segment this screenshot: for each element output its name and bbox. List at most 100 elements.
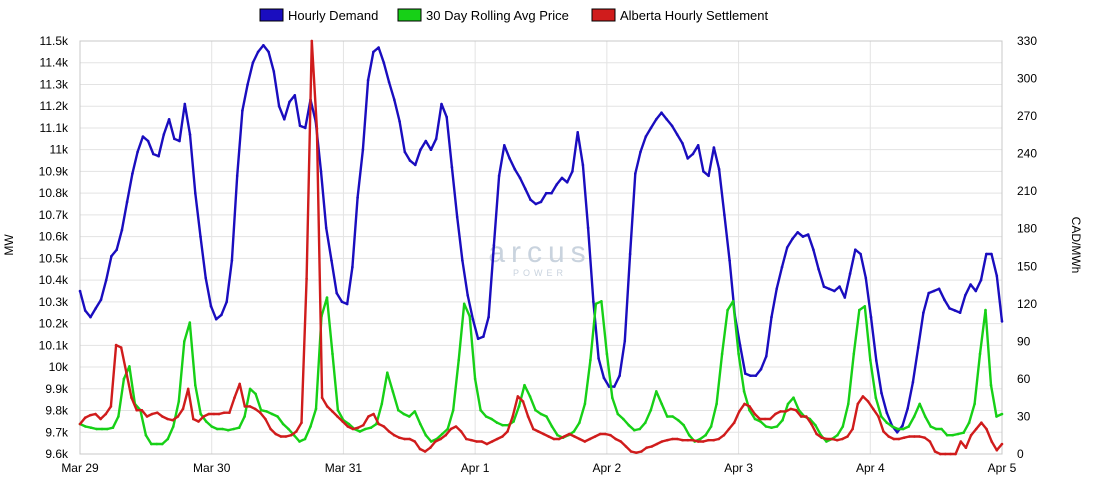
data-point: [506, 430, 509, 433]
data-point: [812, 248, 815, 251]
data-point: [895, 431, 899, 434]
data-point: [655, 442, 659, 446]
data-point: [246, 83, 249, 86]
data-point: [377, 46, 380, 49]
data-point: [532, 427, 535, 431]
data-point: [945, 433, 949, 437]
data-point: [932, 289, 936, 293]
x-tick-label: Mar 31: [325, 461, 363, 475]
data-point: [923, 415, 927, 418]
data-point: [194, 191, 197, 195]
data-point: [682, 423, 685, 427]
data-point: [351, 265, 354, 269]
data-point: [817, 267, 820, 271]
x-tick-label: Mar 29: [61, 461, 99, 475]
x-tick-label: Apr 3: [724, 461, 753, 475]
data-point: [492, 244, 496, 247]
data-point: [913, 435, 916, 438]
data-point: [473, 377, 477, 381]
data-point: [629, 450, 633, 453]
data-point: [325, 296, 329, 299]
legend-item-settlement[interactable]: Alberta Hourly Settlement: [591, 8, 769, 23]
data-point: [1000, 442, 1004, 446]
data-point: [418, 447, 422, 451]
data-point: [310, 39, 314, 43]
data-point: [424, 433, 428, 437]
data-point: [199, 412, 202, 416]
data-point: [230, 259, 234, 262]
y-left-tick-label: 9.9k: [45, 382, 69, 396]
x-tick-label: Apr 2: [593, 461, 622, 475]
data-point: [583, 440, 587, 443]
data-point: [125, 371, 128, 375]
data-point: [141, 135, 145, 138]
data-point: [377, 422, 381, 426]
data-point: [825, 440, 828, 443]
y-left-tick-label: 10.6k: [39, 230, 69, 244]
series-line-rolling-avg: [79, 296, 1003, 446]
data-point: [753, 417, 757, 421]
data-point: [644, 135, 648, 138]
data-point: [902, 436, 906, 440]
legend-item-rolling-avg[interactable]: 30 Day Rolling Avg Price: [397, 8, 569, 23]
data-point: [83, 416, 87, 420]
data-point: [122, 377, 126, 381]
data-point: [470, 438, 473, 442]
legend: Hourly Demand 30 Day Rolling Avg Price A…: [259, 8, 769, 23]
data-point: [578, 421, 581, 425]
data-point: [801, 235, 805, 238]
legend-swatch-demand: [259, 8, 284, 22]
data-point: [83, 309, 87, 312]
data-point: [99, 298, 103, 302]
data-point: [861, 395, 865, 398]
data-point: [516, 395, 520, 398]
data-point: [671, 437, 674, 441]
data-point: [497, 174, 501, 178]
data-point: [295, 430, 298, 433]
data-point: [391, 390, 395, 393]
data-point: [331, 410, 334, 413]
data-point: [743, 402, 746, 406]
data-point: [225, 300, 228, 304]
data-point: [638, 427, 642, 431]
data-point: [128, 365, 131, 368]
data-point: [89, 315, 92, 319]
data-point: [681, 141, 684, 145]
data-point: [918, 402, 921, 406]
data-point: [892, 437, 896, 441]
data-point: [204, 276, 207, 280]
data-point: [166, 417, 169, 421]
data-point: [237, 426, 241, 430]
data-point: [686, 438, 690, 442]
data-point: [183, 340, 186, 343]
data-point: [358, 430, 362, 433]
data-point: [256, 50, 260, 54]
data-point: [583, 402, 587, 406]
y-right-tick-label: 330: [1017, 34, 1037, 48]
data-point: [413, 440, 417, 443]
legend-swatch-rolling-avg: [397, 8, 422, 22]
data-point: [446, 427, 450, 431]
data-point: [748, 408, 751, 412]
legend-item-demand[interactable]: Hourly Demand: [259, 8, 378, 23]
data-point: [440, 102, 443, 106]
data-point: [408, 415, 411, 418]
data-point: [482, 335, 485, 338]
data-point: [140, 408, 144, 412]
data-point: [949, 452, 952, 456]
y-right-tick-label: 150: [1017, 259, 1037, 273]
data-point: [822, 285, 826, 288]
data-point: [901, 427, 905, 431]
data-point: [331, 352, 334, 356]
data-point: [270, 412, 274, 416]
data-point: [131, 172, 134, 175]
data-point: [789, 407, 793, 411]
data-point: [181, 407, 185, 411]
data-point: [967, 421, 971, 425]
data-point: [598, 432, 602, 436]
data-point: [1000, 320, 1004, 323]
data-point: [815, 432, 818, 436]
data-point: [380, 402, 384, 406]
data-point: [908, 435, 911, 438]
data-point: [875, 359, 878, 362]
